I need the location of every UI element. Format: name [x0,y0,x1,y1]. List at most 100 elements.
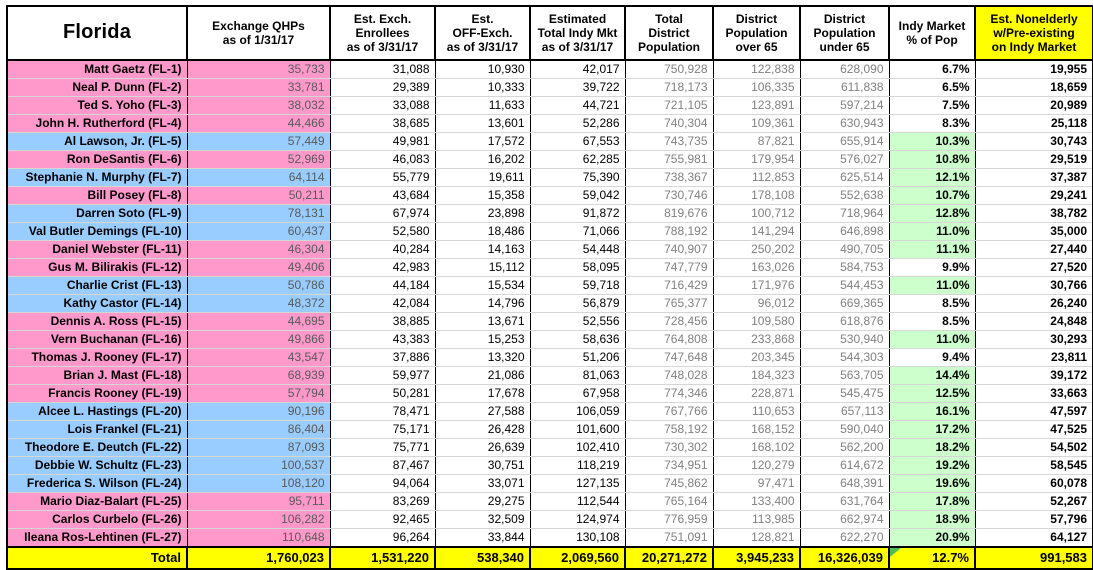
total-district-population-cell: 745,862 [624,474,714,493]
district-member-cell: Frederica S. Wilson (FL-24) [6,474,188,493]
est-nonelderly-preexisting-cell: 29,241 [974,186,1093,205]
total-row: Total 1,760,023 1,531,220 538,340 2,069,560 2… [6,546,1093,570]
est-nonelderly-preexisting-cell: 58,545 [974,456,1093,475]
district-population-under-65-cell: 563,705 [799,366,890,385]
district-row-fl-6: Ron DeSantis (FL-6) 52,969 46,083 16,202 62,… [6,150,1093,169]
est-nonelderly-preexisting-cell: 54,502 [974,438,1093,457]
district-population-under-65-cell: 490,705 [799,240,890,259]
est-off-exch-cell: 30,751 [434,456,531,475]
district-member-cell: Vern Buchanan (FL-16) [6,330,188,349]
total-district-population-cell: 747,648 [624,348,714,367]
district-population-under-65-cell: 662,974 [799,510,890,529]
est-nonelderly-preexisting-cell: 39,172 [974,366,1093,385]
total-est-exch-enrollees-cell: 1,531,220 [329,546,436,570]
est-nonelderly-preexisting-cell: 37,387 [974,168,1093,187]
est-off-exch-cell: 33,844 [434,528,531,548]
est-total-indy-mkt-cell: 127,135 [529,474,626,493]
district-member-cell: Carlos Curbelo (FL-26) [6,510,188,529]
total-district-population-cell: 819,676 [624,204,714,223]
district-population-under-65-cell: 562,200 [799,438,890,457]
column-header-est-exch-enrollees: Est. Exch. Enrollees as of 3/31/17 [329,5,436,61]
total-district-population-cell: 765,377 [624,294,714,313]
est-total-indy-mkt-cell: 39,722 [529,78,626,97]
est-total-indy-mkt-cell: 130,108 [529,528,626,548]
district-row-fl-1: Matt Gaetz (FL-1) 35,733 31,088 10,930 42,01… [6,59,1093,79]
district-population-over-65-cell: 179,954 [712,150,801,169]
district-row-fl-26: Carlos Curbelo (FL-26) 106,282 92,465 32,50… [6,510,1093,529]
est-exch-enrollees-cell: 38,885 [329,312,436,331]
indy-market-pct-cell: 18.9% [888,510,976,529]
indy-market-pct-cell: 11.0% [888,222,976,241]
est-nonelderly-preexisting-cell: 23,811 [974,348,1093,367]
total-district-population-cell: 730,746 [624,186,714,205]
florida-districts-table: Florida Exchange QHPs as of 1/31/17 Est.… [6,5,1093,570]
est-total-indy-mkt-cell: 91,872 [529,204,626,223]
column-header-est-total-indy-mkt: Estimated Total Indy Mkt as of 3/31/17 [529,5,626,61]
district-population-over-65-cell: 178,108 [712,186,801,205]
exchange-qhps-cell: 49,866 [186,330,331,349]
total-est-nonelderly-preexisting-cell: 991,583 [974,546,1093,570]
est-exch-enrollees-cell: 87,467 [329,456,436,475]
est-total-indy-mkt-cell: 54,448 [529,240,626,259]
indy-market-pct-cell: 8.5% [888,312,976,331]
est-exch-enrollees-cell: 52,580 [329,222,436,241]
indy-market-pct-cell: 17.2% [888,420,976,439]
est-nonelderly-preexisting-cell: 35,000 [974,222,1093,241]
district-population-over-65-cell: 120,279 [712,456,801,475]
district-population-over-65-cell: 184,323 [712,366,801,385]
est-exch-enrollees-cell: 46,083 [329,150,436,169]
est-nonelderly-preexisting-cell: 27,520 [974,258,1093,277]
district-row-fl-9: Darren Soto (FL-9) 78,131 67,974 23,898 91,8… [6,204,1093,223]
exchange-qhps-cell: 57,449 [186,132,331,151]
exchange-qhps-cell: 100,537 [186,456,331,475]
district-population-over-65-cell: 100,712 [712,204,801,223]
est-total-indy-mkt-cell: 58,636 [529,330,626,349]
total-label-cell: Total [6,546,188,570]
indy-market-pct-cell: 6.5% [888,78,976,97]
est-exch-enrollees-cell: 50,281 [329,384,436,403]
district-population-over-65-cell: 250,202 [712,240,801,259]
total-population-over-65-cell: 3,945,233 [712,546,801,570]
est-nonelderly-preexisting-cell: 20,989 [974,96,1093,115]
est-off-exch-cell: 13,671 [434,312,531,331]
est-total-indy-mkt-cell: 75,390 [529,168,626,187]
est-nonelderly-preexisting-cell: 64,127 [974,528,1093,548]
est-off-exch-cell: 15,534 [434,276,531,295]
est-off-exch-cell: 15,112 [434,258,531,277]
district-member-cell: Theodore E. Deutch (FL-22) [6,438,188,457]
est-off-exch-cell: 27,588 [434,402,531,421]
est-exch-enrollees-cell: 31,088 [329,59,436,79]
column-header-district-population-over-65: District Population over 65 [712,5,801,61]
district-member-cell: Ted S. Yoho (FL-3) [6,96,188,115]
est-nonelderly-preexisting-cell: 52,267 [974,492,1093,511]
est-exch-enrollees-cell: 42,084 [329,294,436,313]
est-off-exch-cell: 10,333 [434,78,531,97]
indy-market-pct-cell: 6.7% [888,59,976,79]
district-population-over-65-cell: 122,838 [712,59,801,79]
district-population-over-65-cell: 110,653 [712,402,801,421]
est-exch-enrollees-cell: 43,684 [329,186,436,205]
indy-market-pct-cell: 9.4% [888,348,976,367]
est-total-indy-mkt-cell: 51,206 [529,348,626,367]
est-total-indy-mkt-cell: 56,879 [529,294,626,313]
column-header-indy-market-pct: Indy Market % of Pop [888,5,976,61]
est-off-exch-cell: 15,358 [434,186,531,205]
est-nonelderly-preexisting-cell: 26,240 [974,294,1093,313]
total-district-population-cell: 734,951 [624,456,714,475]
district-member-cell: Matt Gaetz (FL-1) [6,59,188,79]
est-nonelderly-preexisting-cell: 25,118 [974,114,1093,133]
district-population-over-65-cell: 133,400 [712,492,801,511]
exchange-qhps-cell: 68,939 [186,366,331,385]
district-population-over-65-cell: 228,871 [712,384,801,403]
est-off-exch-cell: 14,796 [434,294,531,313]
indy-market-pct-cell: 19.2% [888,456,976,475]
est-off-exch-cell: 33,071 [434,474,531,493]
district-member-cell: Thomas J. Rooney (FL-17) [6,348,188,367]
district-population-under-65-cell: 584,753 [799,258,890,277]
est-exch-enrollees-cell: 42,983 [329,258,436,277]
district-member-cell: Debbie W. Schultz (FL-23) [6,456,188,475]
column-header-total-district-population: Total District Population [624,5,714,61]
district-population-over-65-cell: 106,335 [712,78,801,97]
district-row-fl-20: Alcee L. Hastings (FL-20) 90,196 78,471 27,… [6,402,1093,421]
est-total-indy-mkt-cell: 59,042 [529,186,626,205]
